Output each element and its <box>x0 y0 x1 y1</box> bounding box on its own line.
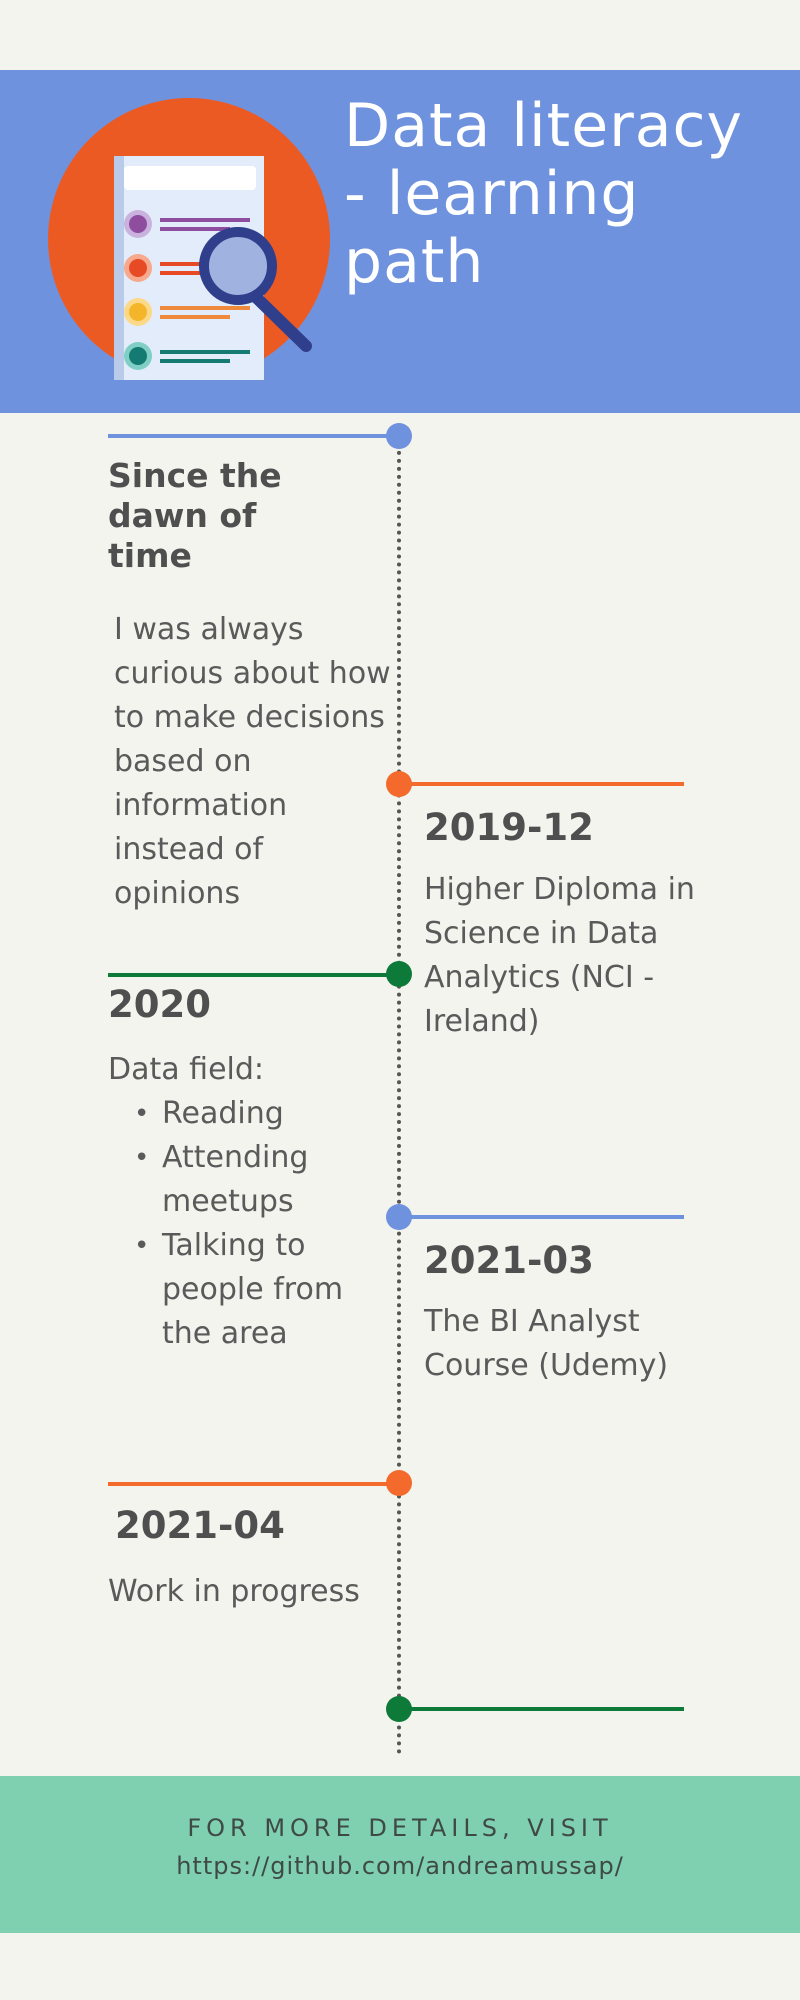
bullet-list: Reading Attending meetups Talking to peo… <box>108 1092 398 1356</box>
timeline-connector-6 <box>398 1707 684 1711</box>
timeline-axis <box>397 435 401 1755</box>
timeline-connector-4 <box>398 1215 684 1219</box>
timeline-connector-3 <box>108 973 400 977</box>
timeline-dot-2 <box>386 771 412 797</box>
timeline-heading-5: 2021-04 <box>115 1504 285 1547</box>
timeline-dot-4 <box>386 1204 412 1230</box>
timeline-dot-5 <box>386 1470 412 1496</box>
timeline-text-4: The BI Analyst Course (Udemy) <box>424 1304 669 1383</box>
timeline-text-1: I was always curious about how to make d… <box>114 612 391 911</box>
timeline-heading-1: Since the dawn of time <box>108 456 282 575</box>
footer-github-link[interactable]: https://github.com/andreamussap/ <box>176 1852 624 1880</box>
timeline-intro-3: Data field: <box>108 1052 265 1087</box>
footer: FOR MORE DETAILS, VISIT https://github.c… <box>0 1776 800 1933</box>
list-item: Talking to people from the area <box>108 1224 398 1356</box>
timeline-dot-3 <box>386 961 412 987</box>
footer-visit-label: FOR MORE DETAILS, VISIT <box>187 1814 613 1842</box>
timeline-text-5: Work in progress <box>108 1574 360 1609</box>
timeline-connector-2 <box>398 782 684 786</box>
timeline-heading-3: 2020 <box>108 983 211 1026</box>
timeline-dot-6 <box>386 1696 412 1722</box>
timeline-dot-1 <box>386 423 412 449</box>
timeline-text-2: Higher Diploma in Science in Data Analyt… <box>424 872 695 1039</box>
document-magnifier-icon <box>48 98 330 380</box>
timeline-heading-4: 2021-03 <box>424 1239 594 1282</box>
timeline-connector-1 <box>108 434 400 438</box>
page-title: Data literacy - learning path <box>344 91 744 297</box>
list-item: Attending meetups <box>108 1136 398 1224</box>
list-item: Reading <box>108 1092 398 1136</box>
timeline-heading-2: 2019-12 <box>424 806 594 849</box>
header-banner: Data literacy - learning path <box>0 70 800 413</box>
timeline-text-3: Data field: Reading Attending meetups Ta… <box>108 1048 398 1356</box>
timeline-connector-5 <box>108 1482 400 1486</box>
